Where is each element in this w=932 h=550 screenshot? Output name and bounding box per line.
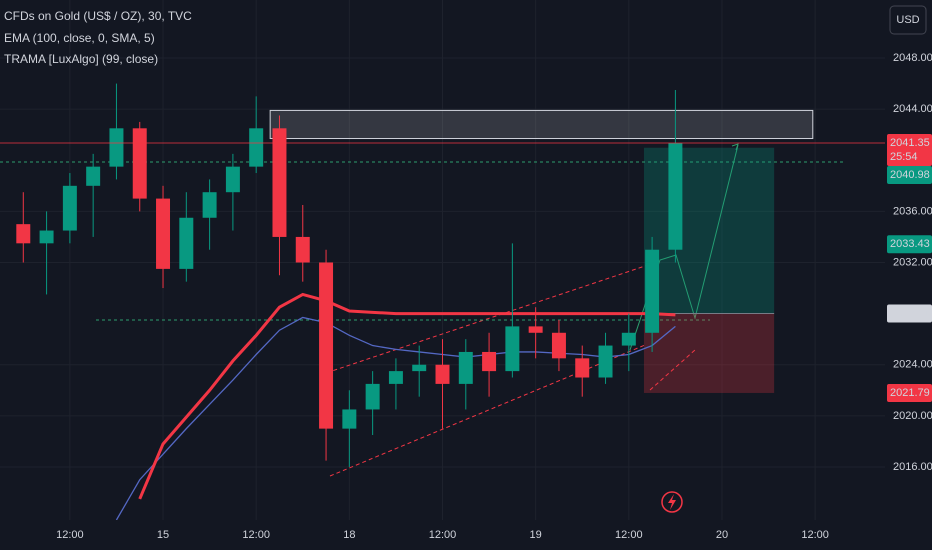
entry-label: 2028.01 — [890, 307, 930, 319]
candle-body — [645, 249, 660, 333]
x-tick-label: 12:00 — [56, 529, 84, 541]
stop-label-box — [887, 383, 932, 402]
y-tick-label: 2020.00 — [893, 410, 932, 422]
candle-body — [156, 198, 171, 269]
candle-body — [412, 364, 427, 372]
x-tick-label: 12:00 — [429, 529, 457, 541]
y-tick-label: 2032.00 — [893, 256, 932, 268]
candle-body — [621, 332, 636, 346]
projection-arrow — [731, 143, 739, 151]
x-tick-label: 12:00 — [242, 529, 270, 541]
candle-body — [365, 383, 380, 410]
candle-body — [179, 217, 194, 269]
target-area — [643, 147, 775, 314]
candle-body — [132, 128, 147, 199]
x-tick-label: 18 — [343, 529, 355, 541]
candle-body — [342, 409, 357, 429]
candle-body — [272, 128, 287, 237]
alert-circle[interactable] — [661, 491, 683, 513]
stop-area — [643, 313, 775, 393]
channel-line — [649, 349, 696, 391]
axis-labels: 2016.00 2020.00 2024.00 2032.00 2036.00 2044.… — [56, 52, 932, 541]
x-tick-label: 20 — [716, 529, 728, 541]
candle-body — [668, 143, 683, 250]
last-price-label: 2041.35 — [890, 137, 930, 149]
channel-line — [329, 344, 646, 477]
indicator-price-label: 2033.43 — [890, 238, 930, 250]
alert-bolt[interactable] — [668, 494, 676, 510]
candle-body — [388, 371, 403, 384]
candle-body — [16, 224, 31, 244]
candle-body — [319, 262, 334, 429]
candle-body — [551, 332, 566, 359]
y-tick-label: 2024.00 — [893, 359, 932, 371]
candle-body — [575, 358, 590, 378]
channel-line — [319, 264, 649, 376]
y-tick-label: 2036.00 — [893, 205, 932, 217]
candle-body — [249, 128, 264, 167]
x-tick-label: 15 — [157, 529, 169, 541]
indicator-legend: EMA (100, close, 0, SMA, 5) — [4, 31, 155, 45]
y-tick-label: 2044.00 — [893, 103, 932, 115]
chart-title: CFDs on Gold (US$ / OZ), 30, TVC — [4, 9, 192, 23]
plot-area — [0, 83, 885, 520]
candle-body — [505, 326, 520, 372]
candle-body — [528, 326, 543, 333]
candle-body — [435, 364, 450, 384]
candle-body — [482, 351, 497, 372]
y-tick-label: 2048.00 — [893, 52, 932, 64]
candle-body — [39, 230, 54, 244]
entry-label-box — [887, 304, 932, 323]
indicator-line — [138, 292, 676, 500]
x-tick-label: 12:00 — [615, 529, 643, 541]
countdown-label: 25:54 — [890, 151, 918, 163]
grid — [0, 0, 885, 520]
resistance-zone — [269, 109, 814, 140]
x-tick-label: 12:00 — [801, 529, 829, 541]
candle-body — [598, 345, 613, 378]
alert-icon[interactable] — [661, 491, 683, 513]
currency-label: USD — [896, 14, 919, 26]
candle-body — [202, 192, 217, 218]
last-price-box — [887, 134, 932, 167]
candle-body — [86, 166, 101, 186]
indicator-legend: TRAMA [LuxAlgo] (99, close) — [4, 52, 158, 66]
stop-label: 2021.79 — [890, 387, 930, 399]
y-tick-label: 2016.00 — [893, 461, 932, 473]
candle-body — [225, 166, 240, 193]
candle-body — [109, 128, 124, 167]
x-tick-label: 19 — [530, 529, 542, 541]
price-axis — [885, 0, 932, 550]
indicator-price-label-box — [887, 235, 932, 254]
candle-body — [295, 236, 310, 263]
currency-button[interactable] — [889, 5, 927, 35]
target-label: 2040.98 — [890, 169, 930, 181]
candle-body — [458, 351, 473, 384]
target-label-box — [887, 166, 932, 185]
candle-body — [62, 185, 77, 231]
